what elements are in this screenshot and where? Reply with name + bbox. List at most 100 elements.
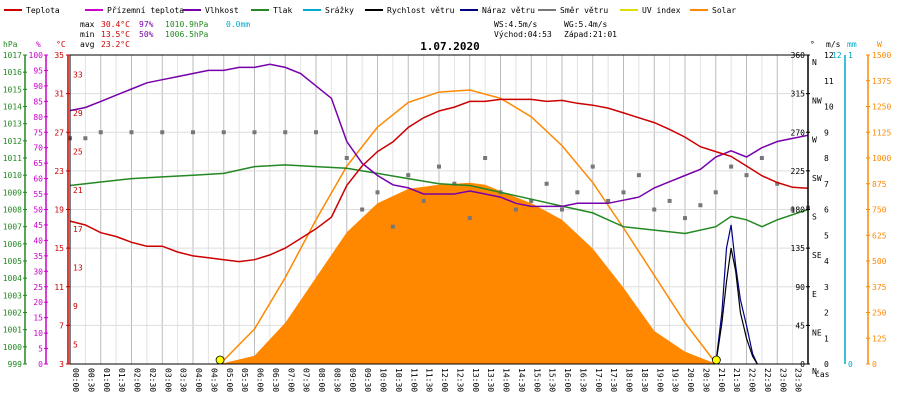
direction-axis-tick-label: 0 xyxy=(800,360,805,369)
temperature-axis-tick-label: 31 xyxy=(54,90,64,99)
humidity-axis-tick-label: 80 xyxy=(33,113,43,122)
direction-name-label: N xyxy=(812,367,817,376)
pressure-axis-tick-label: 1006 xyxy=(3,240,22,249)
x-tick-label: 10:00 xyxy=(379,368,388,392)
wind-direction-point xyxy=(621,190,626,195)
rain-unit-label: mm xyxy=(847,40,857,49)
temperature-axis-tick-label: 19 xyxy=(54,206,64,215)
solar-axis-tick-label: 1375 xyxy=(872,77,891,86)
wind-direction-point xyxy=(667,198,672,203)
stat-max-humidity: 97% xyxy=(139,20,154,29)
temperature-axis-tick-label: 7 xyxy=(59,321,64,330)
wind-axis-tick-label: 3 xyxy=(824,283,829,292)
pressure-axis-tick-label: 1009 xyxy=(3,188,22,197)
legend: Teplota Přízemní teplota Vlhkost Tlak Srážky… xyxy=(4,6,736,15)
x-tick-label: 05:30 xyxy=(240,368,249,392)
x-tick-label: 05:00 xyxy=(225,368,234,392)
wind-direction-point xyxy=(590,164,595,169)
temperature-axis-tick-label: 35 xyxy=(54,51,64,60)
x-tick-label: 19:00 xyxy=(655,368,664,392)
direction-axis-tick-label: 90 xyxy=(795,283,805,292)
humidity-axis-tick-label: 70 xyxy=(33,144,43,153)
pressure-axis-tick-label: 1012 xyxy=(3,137,22,146)
wind-direction-point xyxy=(483,156,488,160)
x-tick-label: 12:00 xyxy=(440,368,449,392)
x-tick-label: 20:00 xyxy=(686,368,695,392)
wind-direction-point xyxy=(375,190,380,195)
direction-axis-tick-label: 315 xyxy=(791,90,806,99)
temperature-axis-inner-label: 25 xyxy=(73,148,83,157)
temperature-axis-inner-label: 5 xyxy=(73,341,78,350)
temperature-axis-inner-label: 9 xyxy=(73,302,78,311)
x-tick-label: 16:30 xyxy=(578,368,587,392)
humidity-axis-tick-label: 35 xyxy=(33,252,43,261)
solar-axis-tick-label: 1250 xyxy=(872,103,891,112)
pressure-axis-tick-label: 1010 xyxy=(3,171,22,180)
x-tick-label: 09:00 xyxy=(348,368,357,392)
axes: 00:00 00:30 01:00 01:30 02:00 02:30 03:00 03:30… xyxy=(3,40,892,392)
temperature-axis-tick-label: 3 xyxy=(59,360,64,369)
humidity-axis-tick-label: 85 xyxy=(33,97,43,106)
wind-direction-point xyxy=(390,224,395,229)
direction-axis-tick-label: 225 xyxy=(791,167,806,176)
wind-direction-point xyxy=(606,198,611,203)
humidity-axis-tick-label: 95 xyxy=(33,66,43,75)
wind-axis-tick-label: 4 xyxy=(824,257,829,266)
humidity-axis-tick-label: 25 xyxy=(33,283,43,292)
humidity-axis-tick-label: 90 xyxy=(33,82,43,91)
wind-direction-point xyxy=(283,130,288,135)
wind-direction-point xyxy=(775,181,780,186)
wind-direction-point xyxy=(452,181,457,186)
legend-label: Teplota xyxy=(26,6,60,15)
solar-axis-tick-label: 750 xyxy=(872,206,887,215)
solar-axis-tick-label: 0 xyxy=(872,360,877,369)
x-tick-label: 02:30 xyxy=(148,368,157,392)
x-tick-label: 13:30 xyxy=(486,368,495,392)
humidity-axis-tick-label: 65 xyxy=(33,159,43,168)
x-tick-label: 21:30 xyxy=(732,368,741,392)
wind-axis-tick-label: 10 xyxy=(824,103,834,112)
stat-wind-gust: WG:5.4m/s xyxy=(564,20,608,29)
pressure-axis-tick-label: 1013 xyxy=(3,120,22,129)
wind-direction-point xyxy=(421,198,426,203)
x-tick-label: 08:00 xyxy=(317,368,326,392)
wind-direction-point xyxy=(406,173,411,178)
x-tick-label: 17:00 xyxy=(594,368,603,392)
wind-direction-point xyxy=(790,207,795,212)
pressure-axis-tick-label: 999 xyxy=(8,360,23,369)
wind-direction-point xyxy=(160,130,165,135)
stat-max-label: max xyxy=(80,20,95,29)
humidity-axis-tick-label: 5 xyxy=(38,345,43,354)
direction-name-label: NW xyxy=(812,97,822,106)
solar-axis-tick-label: 875 xyxy=(872,180,887,189)
humidity-axis-tick-label: 100 xyxy=(29,51,44,60)
wind-direction-point xyxy=(698,203,703,208)
pressure-unit-label: hPa xyxy=(3,40,18,49)
sun-event-marker xyxy=(711,355,721,365)
wind-axis-tick-label: 2 xyxy=(824,309,829,318)
temperature-axis-inner-label: 17 xyxy=(73,225,83,234)
stat-min-humidity: 50% xyxy=(139,30,154,39)
pressure-axis-tick-label: 1017 xyxy=(3,51,22,60)
wind-direction-point xyxy=(314,130,318,135)
legend-label: Solar xyxy=(712,6,736,15)
wind-axis-tick-label: 12 xyxy=(824,51,834,60)
x-tick-label: 17:30 xyxy=(609,368,618,392)
solar-axis-tick-label: 1000 xyxy=(872,154,891,163)
stat-sunrise: Východ:04:53 xyxy=(494,30,552,39)
x-tick-label: 00:30 xyxy=(86,368,95,392)
solar-area xyxy=(220,182,717,364)
x-axis-label: čas xyxy=(815,369,830,379)
humidity-axis-tick-label: 30 xyxy=(33,267,43,276)
rain-axis-tick-label: 0 xyxy=(848,360,853,369)
x-tick-label: 15:30 xyxy=(548,368,557,392)
direction-name-label: S xyxy=(812,213,817,222)
chart-title: 1.07.2020 xyxy=(420,40,480,53)
pressure-axis-tick-label: 1001 xyxy=(3,326,22,335)
pressure-axis-tick-label: 1002 xyxy=(3,309,22,318)
stat-max-rain: 0.0mm xyxy=(226,20,250,29)
x-tick-label: 11:00 xyxy=(409,368,418,392)
pressure-line xyxy=(69,164,809,235)
wind-axis-tick-label: 5 xyxy=(824,231,829,240)
